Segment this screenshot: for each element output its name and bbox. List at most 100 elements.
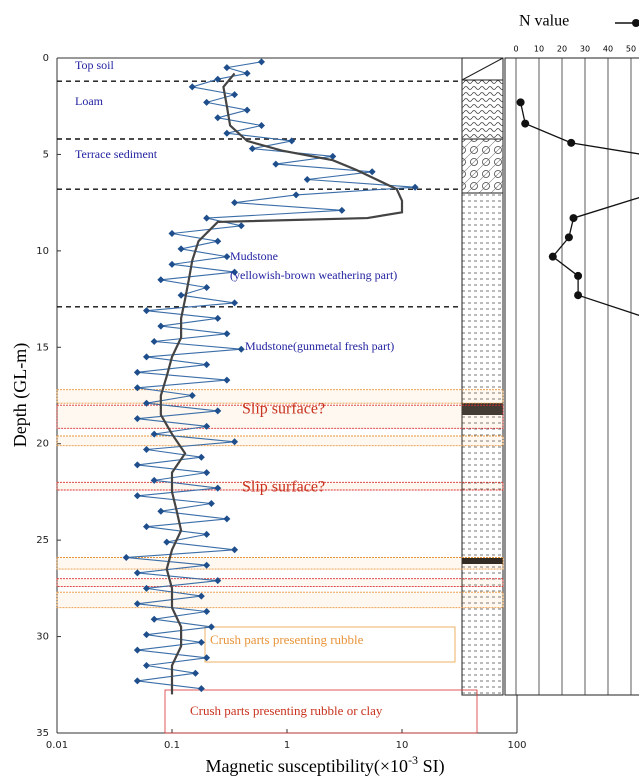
- data-point: [338, 206, 346, 214]
- data-point: [231, 438, 239, 446]
- n-point: [516, 98, 525, 107]
- annotation: Top soil: [75, 58, 114, 72]
- slip-band: [56, 591, 504, 609]
- data-point: [214, 114, 222, 122]
- annotation: Mudstone(gunmetal fresh part): [245, 339, 394, 353]
- x-tick-label: 40: [603, 45, 613, 54]
- data-point: [203, 530, 211, 538]
- data-point: [203, 98, 211, 106]
- n-value-plot: 0 10 20 30 40 50 N value: [504, 13, 639, 696]
- annotation: Crush parts presenting rubble: [210, 632, 364, 647]
- data-point: [223, 515, 231, 523]
- data-point: [203, 361, 211, 369]
- data-point: [142, 399, 150, 407]
- data-point: [303, 176, 311, 183]
- slip-band: [56, 481, 504, 491]
- data-point: [223, 253, 231, 261]
- data-point: [142, 353, 150, 361]
- data-point: [214, 314, 222, 322]
- data-point: [203, 654, 211, 662]
- data-point: [197, 592, 205, 600]
- data-point: [188, 392, 196, 399]
- data-point: [177, 245, 185, 253]
- x-tick-label: 100: [507, 740, 526, 751]
- data-point: [191, 669, 199, 677]
- data-point: [243, 69, 251, 77]
- x-tick-label: 0.1: [164, 740, 180, 751]
- data-point: [133, 492, 141, 500]
- data-point: [203, 214, 211, 222]
- n-point: [521, 119, 530, 128]
- annotation: Mudstone: [230, 249, 278, 263]
- y-axis-label: Depth (GL-m): [10, 343, 31, 447]
- data-point: [142, 662, 150, 669]
- slip-band: [56, 435, 504, 447]
- x-tick-label: 10: [534, 45, 544, 54]
- data-point: [223, 376, 231, 384]
- data-point: [157, 276, 165, 284]
- y-tick-label: 0: [43, 53, 49, 64]
- y-tick-label: 30: [36, 632, 49, 643]
- x-tick-label: 0: [513, 45, 518, 54]
- n-series: [516, 98, 639, 317]
- panel-frame: [504, 57, 639, 696]
- x-tick-label: 20: [557, 45, 567, 54]
- data-point: [142, 307, 150, 315]
- data-point: [168, 260, 176, 268]
- smoothed-line: [159, 72, 404, 695]
- data-point: [133, 384, 141, 392]
- y-tick-label: 35: [36, 728, 49, 739]
- data-point: [177, 291, 185, 299]
- n-point: [574, 291, 583, 300]
- data-point: [231, 268, 239, 276]
- data-point: [203, 608, 211, 615]
- data-point: [231, 91, 239, 99]
- data-point: [142, 631, 150, 639]
- x-label-superscript: -3: [408, 753, 418, 767]
- legend-label: N value: [519, 13, 569, 30]
- data-point: [203, 284, 211, 291]
- data-point: [207, 500, 215, 507]
- x-label-suffix: SI): [418, 756, 445, 777]
- data-point: [223, 129, 231, 137]
- x-tick-label: 0.01: [46, 740, 68, 751]
- data-point: [231, 199, 239, 207]
- data-point: [133, 569, 141, 577]
- data-point: [133, 646, 141, 654]
- data-point: [157, 507, 165, 515]
- data-point: [142, 446, 150, 453]
- y-tick-label: 10: [36, 246, 49, 257]
- x-tick-label: 30: [580, 45, 590, 54]
- data-point: [411, 183, 419, 191]
- y-tick-label: 20: [36, 439, 49, 450]
- annotation-box: [164, 689, 478, 734]
- data-point: [203, 469, 211, 477]
- data-point: [150, 338, 158, 345]
- data-point: [329, 152, 337, 160]
- data-point: [223, 330, 231, 338]
- data-point: [163, 538, 171, 546]
- data-point: [207, 623, 215, 631]
- x-axis-label: Magnetic susceptibility(×10-3 SI): [205, 753, 444, 777]
- y-tick-label: 15: [36, 342, 49, 353]
- susceptibility-plot: 0 5 10 15 20 25 30 350.01 0.1 1 10 100 Top soil Loam T…: [36, 53, 526, 751]
- data-point: [142, 523, 150, 531]
- annotation-box: [204, 626, 456, 663]
- data-point: [288, 137, 296, 145]
- data-point: [231, 299, 239, 307]
- data-point: [133, 368, 141, 376]
- n-point: [574, 271, 583, 280]
- data-point: [142, 584, 150, 592]
- x-tick-label: 50: [626, 45, 636, 54]
- strata-column: [461, 57, 504, 696]
- data-point: [237, 345, 245, 353]
- data-point: [272, 160, 280, 168]
- data-point: [243, 106, 251, 114]
- data-point: [223, 64, 231, 72]
- data-point: [157, 322, 165, 330]
- annotation: Terrace sediment: [75, 147, 158, 161]
- annotation: (yellowish-brown weathering part): [230, 268, 397, 282]
- annotation: Slip surface?: [242, 401, 325, 418]
- slip-band: [56, 557, 504, 570]
